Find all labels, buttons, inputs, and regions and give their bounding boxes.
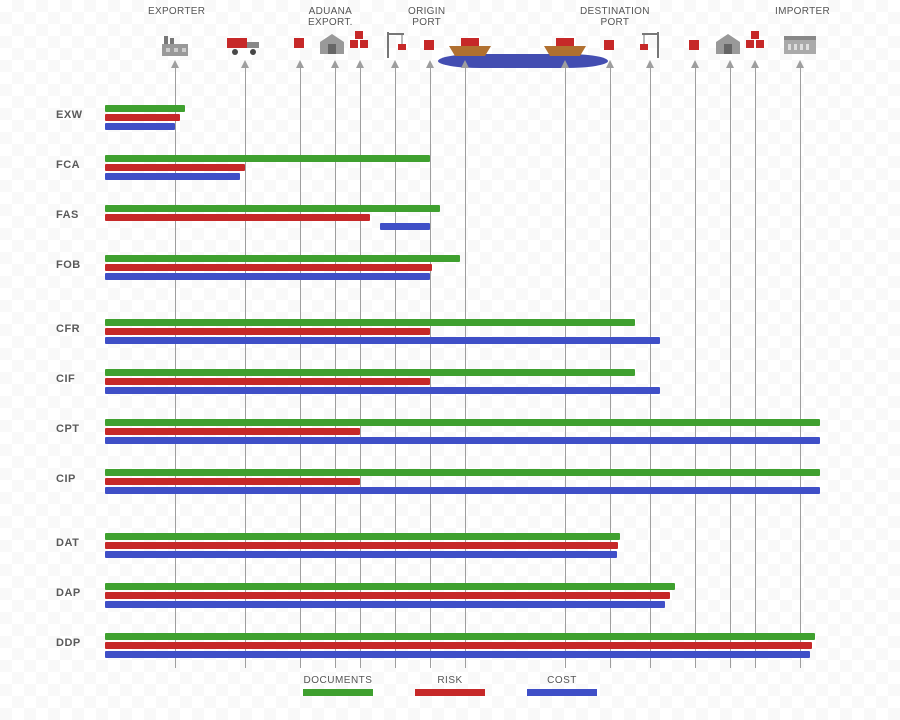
arrow-up-icon	[691, 60, 699, 68]
col-head-origin: ORIGIN PORT	[408, 6, 445, 28]
bar-risk	[105, 428, 360, 435]
boxes-icon	[746, 30, 766, 52]
term-label: EXW	[56, 109, 83, 121]
arrow-up-icon	[461, 60, 469, 68]
term-label: FCA	[56, 159, 80, 171]
box-icon	[294, 30, 306, 50]
arrow-up-icon	[426, 60, 434, 68]
col-head-destination: DESTINATION PORT	[580, 6, 650, 28]
arrow-up-icon	[751, 60, 759, 68]
factory-icon	[160, 30, 190, 58]
legend-swatch	[303, 689, 373, 696]
bar-docs	[105, 419, 820, 426]
arrow-up-icon	[331, 60, 339, 68]
term-label: FAS	[56, 209, 79, 221]
term-label: DDP	[56, 637, 81, 649]
bar-docs	[105, 633, 815, 640]
bar-risk	[105, 264, 432, 271]
term-label: CPT	[56, 423, 80, 435]
bar-cost	[105, 387, 660, 394]
legend: DOCUMENTS RISK COST	[0, 675, 900, 696]
arrow-up-icon	[796, 60, 804, 68]
crane-icon	[382, 30, 408, 60]
bar-cost	[105, 123, 175, 130]
bar-docs	[105, 319, 635, 326]
box-icon	[604, 30, 616, 52]
arrow-up-icon	[726, 60, 734, 68]
legend-label: RISK	[437, 675, 462, 686]
legend-item-risk: RISK	[415, 675, 485, 696]
term-label: DAT	[56, 537, 79, 549]
arrow-up-icon	[356, 60, 364, 68]
bar-risk	[105, 114, 180, 121]
term-label: CIP	[56, 473, 76, 485]
incoterms-diagram: { "layout": { "chart_left": 105, "chart_…	[0, 0, 900, 720]
legend-swatch	[415, 689, 485, 696]
warehouse-icon	[714, 30, 742, 56]
column-gridline	[650, 68, 651, 668]
bar-risk	[105, 642, 812, 649]
legend-item-documents: DOCUMENTS	[303, 675, 373, 696]
bar-docs	[105, 469, 820, 476]
ship-icon	[445, 32, 495, 58]
column-gridline	[465, 68, 466, 668]
bar-cost	[105, 173, 240, 180]
bar-risk	[105, 328, 430, 335]
bar-cost	[105, 337, 660, 344]
bar-risk	[105, 214, 370, 221]
term-label: DAP	[56, 587, 81, 599]
boxes-icon	[350, 30, 370, 52]
legend-label: COST	[547, 675, 577, 686]
legend-label: DOCUMENTS	[304, 675, 373, 686]
ship-icon	[540, 32, 590, 58]
arrow-up-icon	[606, 60, 614, 68]
bar-cost	[105, 437, 820, 444]
col-head-aduana: ADUANA EXPORT.	[308, 6, 353, 28]
bar-docs	[105, 205, 440, 212]
truck-icon	[225, 30, 265, 56]
column-gridline	[800, 68, 801, 668]
bar-docs	[105, 583, 675, 590]
importer-building-icon	[782, 30, 818, 56]
term-label: CIF	[56, 373, 75, 385]
arrow-up-icon	[241, 60, 249, 68]
bar-risk	[105, 592, 670, 599]
bar-cost	[105, 651, 810, 658]
arrow-up-icon	[171, 60, 179, 68]
bar-docs	[105, 369, 635, 376]
bar-docs	[105, 533, 620, 540]
bar-cost	[105, 551, 617, 558]
warehouse-icon	[318, 30, 346, 56]
bar-risk	[105, 164, 245, 171]
bar-docs	[105, 255, 460, 262]
column-gridline	[695, 68, 696, 668]
term-label: CFR	[56, 323, 80, 335]
column-gridline	[430, 68, 431, 668]
column-gridline	[610, 68, 611, 668]
box-icon	[689, 30, 701, 52]
column-gridline	[565, 68, 566, 668]
legend-swatch	[527, 689, 597, 696]
legend-item-cost: COST	[527, 675, 597, 696]
arrow-up-icon	[296, 60, 304, 68]
arrow-up-icon	[391, 60, 399, 68]
term-label: FOB	[56, 259, 81, 271]
bar-cost	[105, 601, 665, 608]
col-head-exporter: EXPORTER	[148, 6, 205, 17]
bar-docs	[105, 105, 185, 112]
bar-risk	[105, 378, 430, 385]
bar-cost	[105, 487, 820, 494]
arrow-up-icon	[646, 60, 654, 68]
crane-icon	[638, 30, 664, 60]
bar-risk	[105, 542, 618, 549]
box-icon	[424, 30, 436, 52]
bar-risk	[105, 478, 360, 485]
arrow-up-icon	[561, 60, 569, 68]
bar-docs	[105, 155, 430, 162]
bar-cost	[105, 273, 430, 280]
bar-cost	[380, 223, 430, 230]
column-gridline	[730, 68, 731, 668]
col-head-importer: IMPORTER	[775, 6, 830, 17]
column-gridline	[755, 68, 756, 668]
